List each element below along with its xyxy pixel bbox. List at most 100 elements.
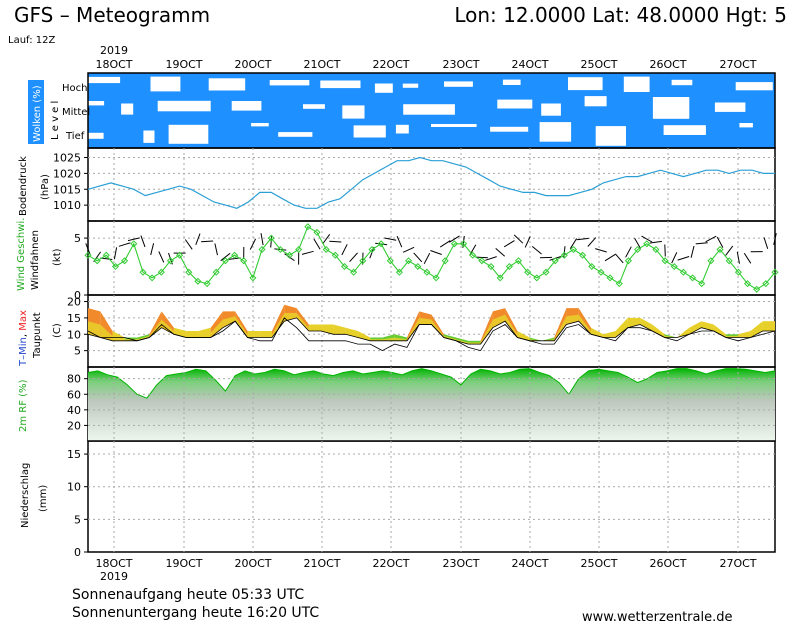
cloud-level-mid: Mittel	[62, 107, 90, 118]
wind-speed-marker	[194, 277, 202, 285]
wind-speed-marker	[753, 285, 761, 293]
wind-barb	[184, 239, 193, 250]
temperature-band-inner	[554, 316, 567, 341]
y-tick-label: 60	[67, 388, 81, 401]
cloud-blob	[395, 124, 409, 134]
temperature-band-segment	[149, 311, 162, 338]
cloud-blob	[502, 79, 521, 85]
wind-speed-marker	[615, 280, 623, 288]
wind-speed-marker	[185, 268, 193, 276]
source-url[interactable]: www.wetterzentrale.de	[582, 610, 732, 625]
temperature-unit: (C)	[52, 323, 63, 338]
wind-barb	[524, 236, 531, 248]
temperature-band-inner	[738, 334, 751, 338]
cloud-blob	[490, 126, 529, 132]
x-tick-bottom: 25OCT	[580, 557, 617, 570]
wind-speed-marker	[505, 262, 513, 271]
x-tick-bottom: 26OCT	[649, 557, 686, 570]
temperature-band-inner	[321, 327, 334, 335]
model-run: Lauf: 12Z	[8, 35, 55, 46]
precipitation-unit: (mm)	[38, 485, 49, 512]
wind-barb	[214, 243, 218, 256]
wind-barb	[423, 252, 431, 265]
cloud-blob	[374, 83, 393, 93]
wind-speed-marker	[139, 268, 147, 276]
cloud-blob	[403, 104, 455, 115]
wind-barb	[150, 243, 155, 256]
wind-barb	[614, 253, 624, 264]
temperature-band-inner	[284, 313, 297, 322]
wind-speed-marker	[121, 257, 129, 265]
wind-barb	[763, 237, 769, 249]
wind-speed-marker	[304, 223, 312, 231]
wind-speed-marker	[340, 262, 349, 271]
cloud-blob	[251, 123, 269, 127]
wind-barb	[449, 235, 460, 243]
cloud-label: Wolken (%)	[32, 85, 43, 142]
wind-speed-marker	[487, 262, 495, 271]
y-tick-label: 1015	[53, 183, 81, 196]
y-tick-label: 20	[67, 419, 81, 432]
wind-speed-marker	[643, 240, 651, 248]
cloud-blob	[568, 77, 603, 91]
wind-speed-marker	[597, 268, 605, 276]
wind-speed-marker	[285, 251, 294, 259]
wind-speed-marker	[524, 268, 532, 276]
wind-speed-marker	[231, 251, 239, 259]
wind-barb	[773, 233, 777, 246]
humidity-panel: 20 40 60 80 2m RF (%)	[18, 366, 776, 442]
x-tick-bottom: 27OCT	[719, 557, 756, 570]
temperature-band-inner	[259, 334, 272, 338]
cloud-level-label: L e v e l	[50, 101, 61, 140]
precipitation-panel: 0 5 10 15 Niederschlag (mm)	[20, 440, 776, 559]
wind-speed-marker	[331, 251, 339, 259]
temperature-band-inner	[357, 334, 371, 341]
temperature-band-inner	[407, 317, 420, 341]
wind-speed-marker	[148, 274, 156, 282]
wind-speed-marker	[496, 274, 504, 282]
y-tick-label: 1020	[53, 167, 81, 180]
temperature-band-inner	[578, 314, 591, 335]
temperature-band-inner	[382, 337, 395, 341]
wind-barb	[634, 237, 642, 249]
y-tick-label: 20	[67, 296, 81, 309]
wind-speed-marker	[450, 240, 458, 248]
wind-barb	[301, 250, 314, 255]
wind-barb	[503, 240, 515, 248]
wind-barb	[329, 240, 342, 243]
x-tick-top: 24OCT	[511, 58, 548, 71]
cloud-level-low: Tief	[65, 131, 85, 142]
x-tick-bottom: 19OCT	[165, 557, 202, 570]
cloud-blob	[269, 80, 310, 86]
wind-speed-marker	[533, 274, 541, 282]
x-tick-bottom: 24OCT	[511, 557, 548, 570]
wind-speed-marker	[606, 274, 614, 282]
cloud-blob	[168, 124, 209, 144]
temperature-band-segment	[407, 311, 420, 341]
wind-barb	[705, 235, 717, 243]
tmin-label: T–Min	[18, 337, 29, 367]
wind-speed-marker	[212, 268, 220, 276]
wind-speed-marker	[624, 257, 632, 265]
wind-barb	[531, 246, 542, 255]
x-tick-top: 22OCT	[372, 58, 409, 71]
temperature-band-inner	[308, 327, 322, 331]
wind-speed-marker	[176, 251, 184, 259]
wind-barb	[485, 256, 497, 261]
x-tick-top: 18OCT	[95, 58, 132, 71]
wind-speed-marker	[276, 245, 284, 254]
wind-speed-marker	[478, 257, 486, 265]
cloud-blob	[278, 132, 313, 137]
cloud-blob	[671, 79, 693, 86]
temperature-band-inner	[750, 326, 763, 338]
cloud-blob	[714, 102, 746, 112]
wind-speed-line	[87, 225, 776, 290]
wind-barb	[587, 237, 597, 247]
wind-unit: (kt)	[52, 248, 63, 266]
wind-ylabel-top: Wind Geschwi.	[16, 218, 27, 291]
humidity-line	[87, 368, 776, 399]
wind-barb	[671, 252, 678, 264]
wind-panel-frame	[87, 220, 776, 296]
wind-barb	[118, 242, 131, 247]
